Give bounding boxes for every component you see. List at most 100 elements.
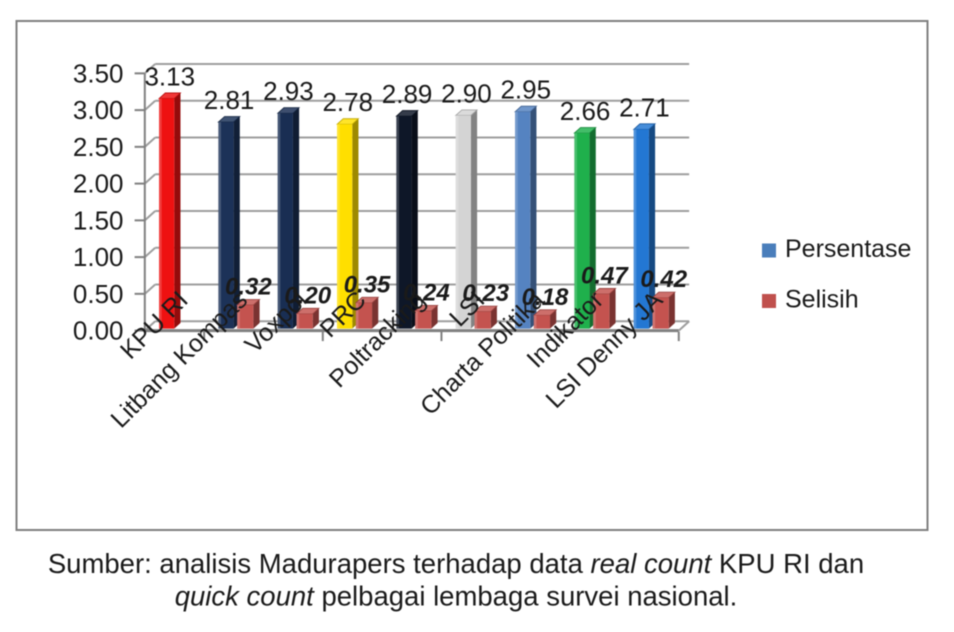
legend-swatch-persentase: [762, 243, 776, 258]
legend: Persentase Selisih: [762, 235, 911, 314]
y-axis-label: 3.50: [73, 58, 124, 88]
caption-line1-italic: real count: [591, 548, 713, 579]
bar-persentase-prc-highlight: [337, 124, 340, 329]
bar-persentase-indikator-front: [574, 133, 590, 329]
bar-persentase-poltracking: [395, 110, 419, 329]
y-axis-label: 0.00: [73, 316, 124, 346]
wall-slant-line: [144, 173, 156, 185]
bar-persentase-lsi-highlight: [455, 115, 459, 329]
y-axis-label: 1.00: [73, 242, 124, 272]
bar-selisih-indikator: [592, 288, 617, 329]
bar-persentase-litbang-kompas: [217, 116, 241, 329]
bar-selisih-prc-side: [372, 297, 379, 329]
selisih-value-label: 0.35: [344, 271, 391, 298]
selisih-value-label: 0.32: [225, 273, 272, 300]
bar-persentase-poltracking-front: [396, 116, 412, 329]
bar-selisih-charta-politika-front: [533, 315, 551, 329]
caption-line1-end: KPU RI dan: [711, 548, 864, 579]
persentase-value-label: 2.71: [619, 92, 670, 122]
bar-persentase-poltracking-side: [411, 110, 418, 329]
bar-persentase-kpu-ri-front: [159, 98, 175, 329]
bar-persentase-charta-politika-highlight: [515, 111, 518, 329]
selisih-value-label: 0.24: [403, 279, 450, 306]
bar-persentase-poltracking-highlight: [396, 116, 399, 329]
bar-selisih-charta-politika: [532, 309, 558, 329]
caption-line2-italic: quick count: [175, 581, 315, 612]
bar-persentase-kpu-ri: [158, 92, 182, 329]
floor-right-slant: [678, 320, 690, 332]
bar-selisih-voxpol: [295, 307, 320, 329]
bar-selisih-lsi-denny-ja-side: [668, 292, 675, 329]
bar-selisih-lsi: [473, 305, 498, 329]
bar-selisih-voxpol-side: [312, 308, 319, 329]
bar-persentase-voxpol-highlight: [277, 113, 281, 329]
bar-persentase-indikator: [573, 127, 597, 329]
caption-line1-regular: Sumber: analisis Madurapers terhadap dat…: [48, 548, 591, 579]
wall-slant-line: [144, 320, 156, 332]
plot-grid: [134, 62, 690, 342]
bar-persentase-charta-politika: [514, 105, 538, 329]
bar-selisih-litbang-kompas: [236, 299, 261, 329]
bar-selisih-charta-politika-highlight: [533, 315, 537, 329]
bar-selisih-prc-highlight: [355, 302, 359, 329]
caption-line-2: quick count pelbagai lembaga survei nasi…: [175, 581, 738, 612]
persentase-value-label: 2.90: [441, 78, 492, 108]
bar-selisih-lsi-side: [490, 306, 497, 329]
bar-persentase-lsi-denny-ja-highlight: [633, 129, 637, 329]
bar-persentase-indikator-side: [589, 127, 596, 329]
bar-selisih-indikator-highlight: [593, 294, 596, 329]
selisih-value-label: 0.23: [462, 280, 509, 307]
selisih-value-label: 0.18: [522, 284, 569, 311]
bar-persentase-kpu-ri-highlight: [159, 98, 162, 329]
bar-selisih-voxpol-highlight: [296, 313, 300, 329]
bar-persentase-voxpol-front: [277, 113, 293, 329]
bar-persentase-voxpol-side: [292, 107, 300, 329]
selisih-value-label: 0.42: [640, 266, 687, 293]
bars: [158, 92, 676, 329]
bar-persentase-prc-side: [352, 118, 359, 329]
persentase-value-label: 2.81: [204, 85, 255, 115]
persentase-value-label: 2.66: [560, 96, 611, 126]
y-axis-label: 2.50: [73, 132, 124, 162]
bar-selisih-poltracking-side: [431, 305, 438, 329]
legend-swatch-selisih: [762, 294, 776, 308]
persentase-value-label: 2.78: [322, 87, 373, 117]
persentase-value-label: 2.95: [500, 75, 551, 105]
bar-selisih-lsi-denny-ja-front: [652, 297, 669, 329]
legend-label-selisih: Selisih: [785, 286, 859, 314]
y-axis-label: 3.00: [73, 95, 124, 125]
y-axis-label: 1.50: [73, 205, 124, 235]
bar-selisih-lsi-front: [474, 311, 491, 329]
bar-selisih-litbang-kompas-front: [237, 305, 254, 329]
bar-selisih-poltracking-front: [415, 310, 432, 329]
bar-persentase-charta-politika-side: [530, 106, 537, 329]
bar-persentase-charta-politika-front: [515, 111, 531, 329]
selisih-value-label: 0.47: [581, 262, 629, 289]
bar-persentase-lsi-front: [455, 115, 471, 329]
persentase-value-label: 3.13: [144, 61, 195, 91]
wall-slant-line: [144, 99, 156, 111]
bar-selisih-indikator-side: [609, 288, 616, 329]
y-axis-label: 0.50: [73, 279, 124, 309]
wall-slant-line: [144, 136, 156, 148]
bar-selisih-voxpol-front: [296, 313, 313, 329]
wall-slant-line: [144, 210, 156, 222]
bar-selisih-lsi-denny-ja: [651, 291, 676, 329]
bar-persentase-lsi-denny-ja-side: [648, 123, 656, 329]
persentase-value-label: 2.93: [263, 76, 314, 106]
bar-selisih-poltracking: [414, 304, 439, 329]
persentase-value-label: 2.89: [382, 79, 433, 109]
bar-selisih-lsi-denny-ja-highlight: [652, 297, 656, 329]
bar-persentase-litbang-kompas-front: [218, 122, 234, 329]
wall-slant-line: [144, 63, 156, 75]
bar-persentase-lsi-side: [470, 109, 478, 329]
bar-persentase-litbang-kompas-highlight: [218, 122, 221, 329]
bar-persentase-prc: [336, 118, 360, 329]
caption-line2-end: pelbagai lembaga survei nasional.: [314, 581, 737, 612]
bar-persentase-prc-front: [337, 124, 353, 329]
bar-persentase-voxpol: [276, 107, 301, 329]
bar-persentase-litbang-kompas-side: [233, 116, 240, 329]
wall-slant-line: [144, 246, 156, 258]
